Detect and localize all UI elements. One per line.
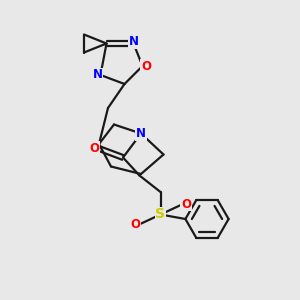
Text: N: N (92, 68, 103, 82)
Text: O: O (130, 218, 140, 232)
Text: O: O (141, 59, 151, 73)
Text: N: N (128, 35, 139, 49)
Text: S: S (155, 208, 166, 221)
Text: O: O (89, 142, 100, 155)
Text: O: O (181, 197, 191, 211)
Text: N: N (136, 127, 146, 140)
